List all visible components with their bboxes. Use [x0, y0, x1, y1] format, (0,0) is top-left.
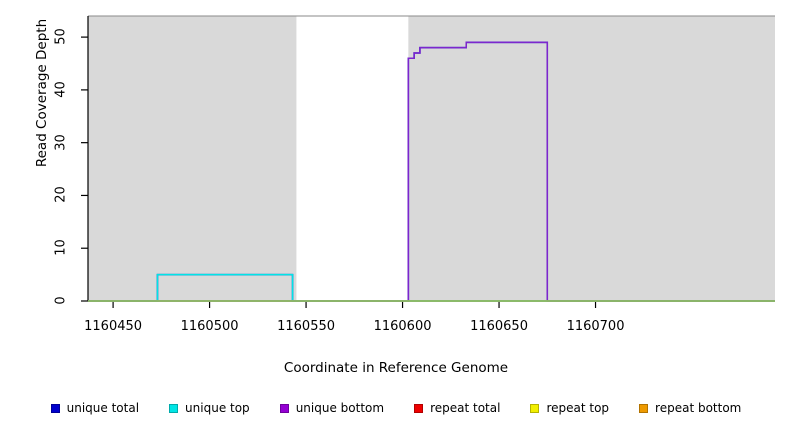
chart-legend: unique total unique top unique bottom repea…	[0, 398, 792, 418]
y-tick-label-4: 40	[53, 81, 69, 98]
y-tick-label-2: 20	[53, 186, 69, 204]
legend-swatch-icon	[414, 403, 424, 413]
legend-label: repeat total	[430, 401, 501, 415]
legend-swatch-icon	[279, 403, 289, 413]
x-tick-label-2: 1160550	[277, 319, 336, 334]
shaded-region-1	[408, 16, 775, 301]
x-tick-label-0: 1160450	[84, 319, 143, 334]
legend-label: unique bottom	[295, 401, 385, 415]
legend-swatch-icon	[50, 403, 60, 413]
y-tick-label-0: 0	[53, 296, 69, 305]
legend-label: repeat bottom	[655, 401, 742, 415]
y-tick-label-1: 10	[53, 239, 69, 256]
y-tick-label-3: 30	[53, 133, 69, 151]
y-tick-label-5: 50	[53, 28, 69, 45]
y-axis-title: Read Coverage Depth	[34, 18, 50, 168]
x-tick-label-5: 1160700	[566, 319, 625, 334]
legend-label: unique total	[66, 401, 140, 415]
legend-label: repeat top	[546, 401, 610, 415]
x-axis-title: Coordinate in Reference Genome	[283, 360, 509, 376]
legend-swatch-icon	[169, 403, 179, 413]
x-tick-label-1: 1160500	[180, 319, 239, 334]
legend-item-repeat-total[interactable]: repeat total	[414, 401, 500, 415]
series-unique-bottom	[88, 41, 775, 302]
legend-item-unique-bottom[interactable]: unique bottom	[279, 401, 385, 415]
legend-item-unique-total[interactable]: unique total	[50, 401, 140, 415]
legend-item-repeat-top[interactable]: repeat top	[530, 401, 609, 415]
shaded-region-0	[88, 16, 297, 301]
legend-swatch-icon	[639, 403, 649, 413]
x-tick-label-4: 1160650	[470, 319, 528, 334]
legend-label: unique top	[185, 401, 250, 415]
x-tick-label-3: 1160600	[373, 319, 432, 334]
legend-swatch-icon	[530, 403, 540, 413]
legend-item-unique-top[interactable]: unique top	[169, 401, 250, 415]
legend-item-repeat-bottom[interactable]: repeat bottom	[639, 401, 741, 415]
